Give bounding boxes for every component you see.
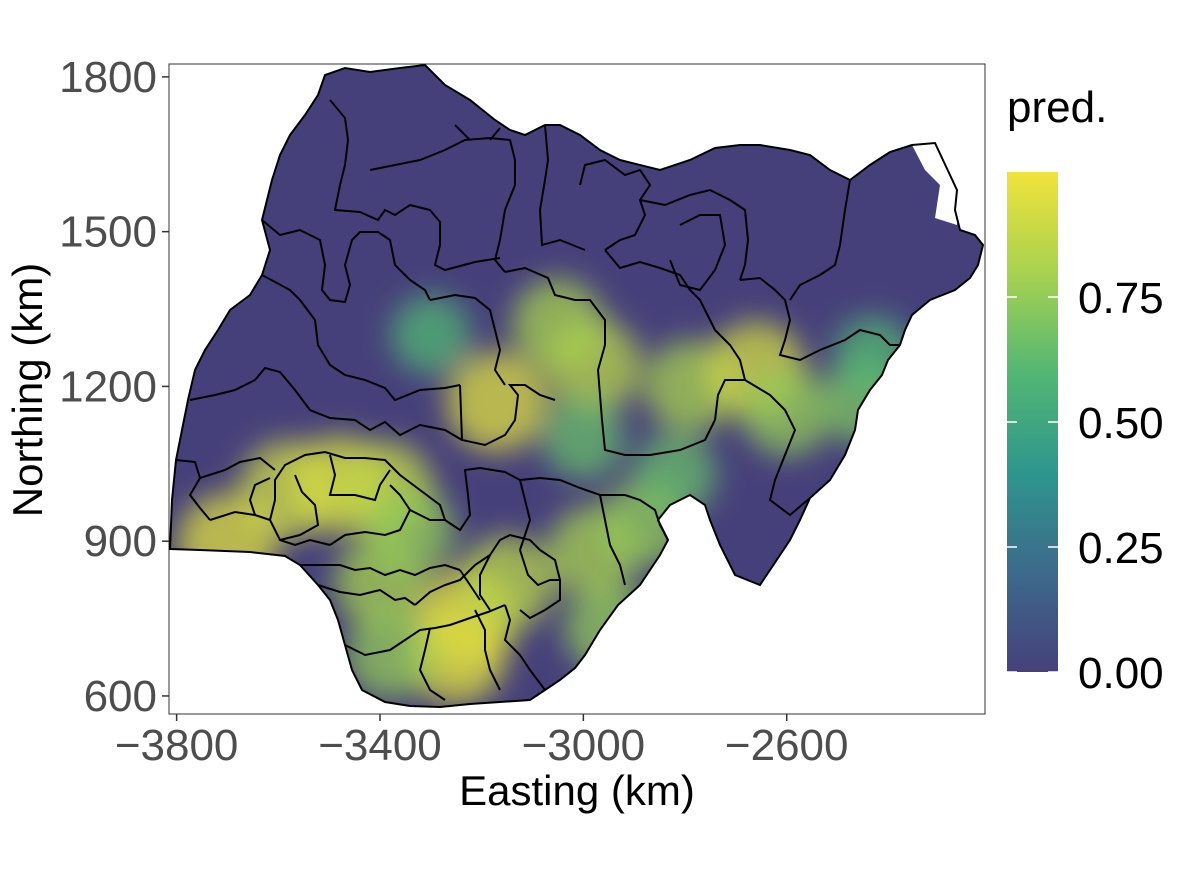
state-boundary <box>599 494 626 586</box>
x-tick-label: −3400 <box>318 721 442 770</box>
legend-ticks: 0.00 0.25 0.50 0.75 <box>1007 274 1164 698</box>
y-tick-label: 900 <box>84 517 157 566</box>
y-tick-label: 1200 <box>59 362 157 411</box>
state-boundary <box>579 158 652 251</box>
state-boundary <box>409 466 521 532</box>
legend-tick-label: 0.25 <box>1078 524 1164 573</box>
state-boundary <box>604 249 746 381</box>
y-tick-label: 1800 <box>59 53 157 102</box>
state-boundary <box>199 456 276 479</box>
y-axis-title: Northing (km) <box>4 263 51 517</box>
heat-hotspot <box>446 351 548 453</box>
state-boundaries <box>175 99 900 701</box>
heat-hotspot <box>390 294 471 375</box>
y-tick-label: 1500 <box>59 208 157 257</box>
state-boundary <box>329 99 411 222</box>
state-boundary <box>261 219 431 304</box>
state-boundary <box>538 124 586 251</box>
state-boundary <box>300 563 461 577</box>
state-boundary <box>209 510 331 547</box>
state-boundary <box>269 450 446 521</box>
state-boundary <box>261 274 301 301</box>
state-boundary <box>344 604 506 657</box>
x-tick-label: −3000 <box>522 721 646 770</box>
heat-hotspot <box>541 396 625 480</box>
x-tick-label: −3800 <box>115 721 239 770</box>
state-boundary <box>409 204 501 272</box>
heat-hotspot <box>345 610 435 700</box>
heat-hotspot <box>511 278 604 371</box>
state-boundary <box>175 459 211 521</box>
x-axis-title: Easting (km) <box>459 767 695 814</box>
state-boundary <box>519 479 532 551</box>
x-axis: −3800 −3400 −3000 −2600 <box>115 714 849 770</box>
state-boundary <box>279 474 320 541</box>
state-boundary <box>503 604 546 691</box>
state-boundary <box>429 293 506 386</box>
state-boundary <box>454 124 501 141</box>
state-boundary <box>479 554 491 611</box>
y-axis: 600 900 1200 1500 1800 <box>59 53 169 721</box>
state-boundary <box>189 366 463 441</box>
state-boundary <box>639 188 750 281</box>
state-boundary <box>519 549 560 587</box>
state-boundary <box>739 276 900 362</box>
heat-hotspot <box>365 486 455 576</box>
lake-chad-area <box>912 143 958 225</box>
state-boundary <box>414 533 541 606</box>
state-boundary <box>459 569 481 601</box>
state-boundary <box>248 477 271 516</box>
state-boundary <box>299 299 461 402</box>
state-boundary <box>504 266 606 396</box>
color-legend: pred. 0.00 0.25 0.50 0.75 <box>1007 83 1164 698</box>
state-boundary <box>789 179 851 301</box>
x-tick-label: −2600 <box>725 721 849 770</box>
y-tick-label: 600 <box>84 672 157 721</box>
legend-tick-label: 0.50 <box>1078 399 1164 448</box>
legend-title: pred. <box>1007 83 1107 132</box>
state-boundary <box>418 627 446 701</box>
legend-tick-label: 0.00 <box>1078 649 1164 698</box>
state-boundary <box>317 584 416 606</box>
state-boundary <box>519 549 561 620</box>
state-boundary <box>599 394 716 456</box>
state-boundary <box>669 214 727 292</box>
state-boundary <box>474 609 501 691</box>
state-boundary <box>329 484 412 546</box>
state-boundary <box>714 379 811 517</box>
state-boundary <box>328 454 391 502</box>
legend-tick-label: 0.75 <box>1078 274 1164 323</box>
state-boundary <box>369 136 516 273</box>
state-boundary <box>459 384 556 447</box>
state-boundary <box>519 476 669 541</box>
